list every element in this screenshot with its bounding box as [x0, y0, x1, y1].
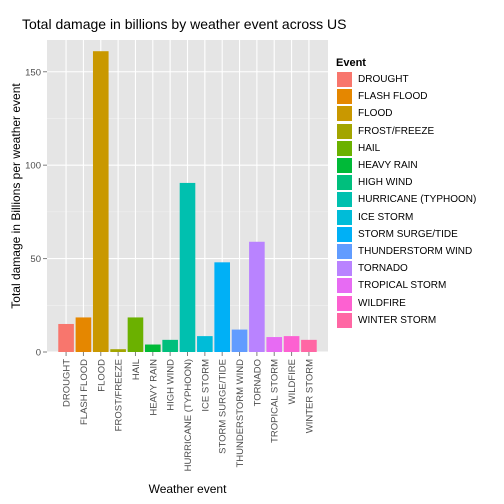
legend-key — [336, 242, 353, 260]
bar — [75, 317, 92, 352]
legend-item: STORM SURGE/TIDE — [336, 225, 496, 243]
legend-label: FROST/FREEZE — [358, 125, 435, 137]
x-tick-label: TROPICAL STORM — [270, 359, 281, 443]
x-axis-label: Weather event — [149, 482, 227, 496]
x-tick-label: HURRICANE (TYPHOON) — [183, 359, 194, 471]
legend-label: FLASH FLOOD — [358, 91, 428, 103]
legend-item: FROST/FREEZE — [336, 122, 496, 140]
legend-label: WINTER STORM — [358, 314, 437, 326]
legend-item: FLOOD — [336, 105, 496, 123]
legend: Event DROUGHT FLASH FLOOD FLOOD FROST/FREEZ… — [336, 57, 496, 329]
legend-item: ICE STORM — [336, 208, 496, 226]
x-tick-label: HAIL — [131, 359, 142, 380]
legend-item: THUNDERSTORM WIND — [336, 242, 496, 260]
legend-label: HIGH WIND — [358, 177, 413, 189]
x-tick-label: WINTER STORM — [304, 359, 315, 433]
legend-key — [336, 294, 353, 312]
legend-key — [336, 311, 353, 329]
legend-item: HURRICANE (TYPHOON) — [336, 191, 496, 209]
legend-key — [336, 191, 353, 209]
legend-label: TROPICAL STORM — [358, 280, 447, 292]
legend-key — [336, 225, 353, 243]
legend-label: HAIL — [358, 142, 381, 154]
bar — [110, 349, 126, 352]
chart-title: Total damage in billions by weather even… — [22, 16, 347, 32]
legend-label: THUNDERSTORM WIND — [358, 245, 473, 257]
bars — [58, 51, 317, 352]
legend-key — [336, 139, 353, 157]
legend-key — [336, 88, 353, 106]
legend-item: WILDFIRE — [336, 294, 496, 312]
x-axis: DROUGHT FLASH FLOOD FLOOD FROST/FREEZE HAIL H… — [62, 352, 315, 471]
legend-item: TORNADO — [336, 260, 496, 278]
bar — [145, 344, 161, 352]
bar — [214, 262, 230, 352]
bar — [58, 323, 74, 352]
x-tick-label: HIGH WIND — [166, 359, 177, 411]
legend-item: HIGH WIND — [336, 174, 496, 192]
legend-items: DROUGHT FLASH FLOOD FLOOD FROST/FREEZE HAIL H… — [336, 71, 496, 329]
bar — [231, 329, 248, 352]
x-tick-label: DROUGHT — [62, 359, 73, 407]
legend-key — [336, 71, 353, 89]
x-tick-label: FLOOD — [96, 359, 107, 392]
x-tick-label: HEAVY RAIN — [148, 359, 159, 416]
legend-title: Event — [336, 57, 366, 69]
legend-key — [336, 174, 353, 192]
legend-item: TROPICAL STORM — [336, 277, 496, 295]
x-tick-label: TORNADO — [252, 359, 263, 406]
bar — [283, 336, 300, 352]
bar — [162, 339, 178, 352]
bar — [179, 182, 196, 352]
y-tick-label: 150 — [25, 67, 41, 78]
legend-label: HEAVY RAIN — [358, 160, 418, 172]
y-tick-label: 50 — [30, 254, 41, 265]
x-tick-label: WILDFIRE — [287, 359, 298, 404]
bar — [266, 337, 283, 352]
legend-key — [336, 157, 353, 175]
legend-label: STORM SURGE/TIDE — [358, 228, 458, 240]
x-tick-label: FLASH FLOOD — [79, 359, 90, 425]
x-tick-label: FROST/FREEZE — [114, 359, 125, 431]
legend-label: TORNADO — [358, 263, 408, 275]
legend-label: DROUGHT — [358, 74, 409, 86]
legend-item: HAIL — [336, 139, 496, 157]
legend-key — [336, 277, 353, 295]
x-tick-label: ICE STORM — [200, 359, 211, 412]
x-tick-label: THUNDERSTORM WIND — [235, 359, 246, 468]
legend-key — [336, 122, 353, 140]
legend-item: WINTER STORM — [336, 311, 496, 329]
legend-item: DROUGHT — [336, 71, 496, 89]
legend-label: WILDFIRE — [358, 297, 406, 309]
bar — [127, 317, 144, 352]
legend-key — [336, 260, 353, 278]
bar — [301, 339, 317, 352]
legend-label: FLOOD — [358, 108, 393, 120]
bar — [249, 241, 265, 352]
legend-label: ICE STORM — [358, 211, 414, 223]
y-tick-label: 100 — [25, 161, 41, 172]
legend-key — [336, 105, 353, 123]
legend-key — [336, 208, 353, 226]
y-axis-label: Total damage in Billions per weather eve… — [9, 83, 23, 309]
legend-item: FLASH FLOOD — [336, 88, 496, 106]
bar — [197, 336, 213, 352]
legend-item: HEAVY RAIN — [336, 157, 496, 175]
legend-label: HURRICANE (TYPHOON) — [358, 194, 477, 206]
bar — [92, 51, 109, 352]
y-tick-label: 0 — [36, 348, 41, 359]
x-tick-label: STORM SURGE/TIDE — [218, 359, 229, 454]
y-axis: 0 50 100 150 — [25, 67, 47, 359]
